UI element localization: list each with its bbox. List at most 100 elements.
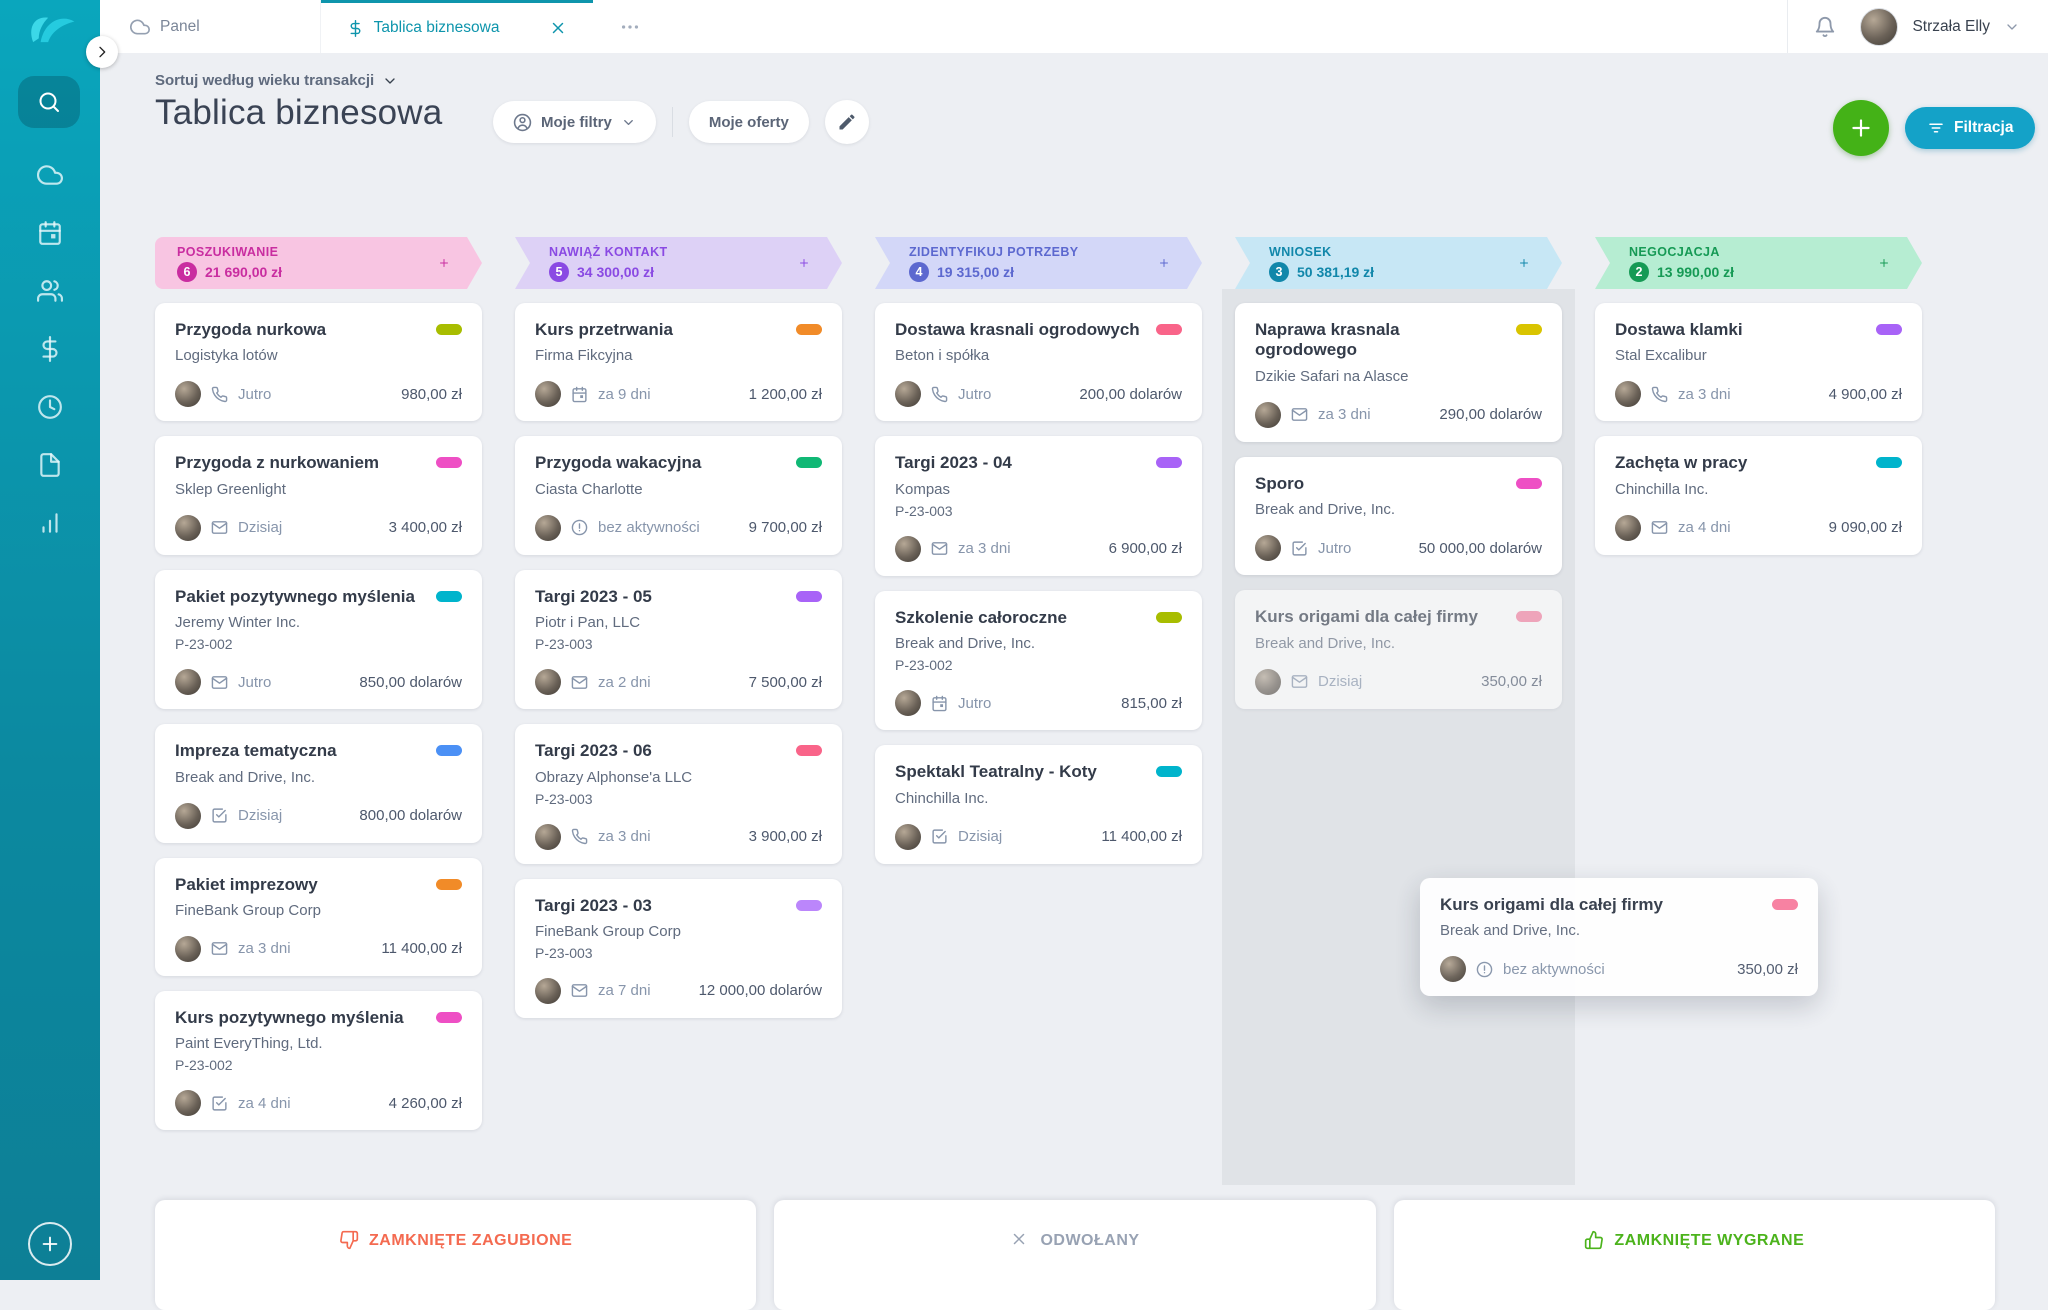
owner-avatar[interactable] [535,669,561,696]
add-deal-button[interactable] [1872,251,1896,275]
sidebar-add-button[interactable] [28,1222,72,1266]
owner-avatar[interactable] [1615,514,1641,541]
deal-card[interactable]: Spektakl Teatralny - Koty Chinchilla Inc.… [875,745,1202,864]
deal-card[interactable]: Targi 2023 - 06 Obrazy Alphonse'a LLC P-23… [515,724,842,864]
dropzone-cancelled[interactable]: ODWOŁANY [774,1200,1376,1310]
sidebar-item-dashboard[interactable] [37,162,63,188]
owner-avatar[interactable] [1255,668,1281,695]
owner-avatar[interactable] [535,823,561,850]
owner-avatar[interactable] [895,690,921,717]
owner-avatar[interactable] [895,535,921,562]
deal-card[interactable]: Targi 2023 - 03 FineBank Group Corp P-23-0… [515,878,842,1018]
owner-avatar[interactable] [1615,381,1641,408]
deal-company: Chinchilla Inc. [895,789,989,807]
calendar-icon [931,695,948,712]
status-pill [436,745,462,757]
deal-card[interactable]: Przygoda wakacyjna Ciasta Charlotte bez ak… [515,436,842,555]
deal-card[interactable]: Szkolenie całoroczne Break and Drive, Inc… [875,590,1202,731]
owner-avatar[interactable] [175,802,201,829]
deal-value: 1 200,00 zł [748,385,822,403]
owner-avatar[interactable] [895,823,921,850]
deal-card[interactable]: Kurs pozytywnego myślenia Paint EveryThin… [155,990,482,1131]
owner-avatar[interactable] [175,1090,201,1117]
tab-tablica-biznesowa[interactable]: Tablica biznesowa [320,0,594,53]
sidebar-item-calendar[interactable] [37,220,63,246]
user-avatar[interactable] [1860,7,1899,46]
status-pill [796,899,822,911]
deal-card[interactable]: Zachęta w pracy Chinchilla Inc. za 4 dni 9 … [1595,436,1922,555]
deal-company: Beton i spółka [895,347,990,365]
dragged-card-holder: Kurs origami dla całej firmy Break and Dr… [1420,878,1818,997]
owner-avatar[interactable] [175,935,201,962]
deal-card[interactable]: Naprawa krasnala ogrodowego Dzikie Safari… [1235,303,1562,442]
deal-ref: P-23-003 [895,502,953,519]
due-date: Dzisiaj [238,807,283,825]
close-tab-icon[interactable] [549,19,567,37]
app-logo[interactable] [20,10,80,48]
deal-card[interactable]: Pakiet pozytywnego myślenia Jeremy Winter… [155,569,482,710]
my-offers-button[interactable]: Moje oferty [688,101,809,143]
deal-card[interactable]: Dostawa klamki Stal Excalibur za 3 dni 4 90… [1595,303,1922,422]
filter-button[interactable]: Filtracja [1905,107,2036,149]
my-filters-button[interactable]: Moje filtry [493,101,656,143]
column-header: WNIOSEK 3 50 381,19 zł [1235,237,1562,289]
edit-button[interactable] [824,100,869,144]
deal-card[interactable]: Dostawa krasnali ogrodowych Beton i spółk… [875,303,1202,422]
add-deal-button[interactable] [1152,251,1176,275]
deal-card[interactable]: Przygoda z nurkowaniem Sklep Greenlight Dz… [155,436,482,555]
owner-avatar[interactable] [175,514,201,541]
sidebar-item-reports[interactable] [37,510,63,536]
deal-card[interactable]: Sporo Break and Drive, Inc. Jutro 50 000,00… [1235,456,1562,576]
bell-icon[interactable] [1814,16,1836,38]
deal-card[interactable]: Impreza tematyczna Break and Drive, Inc. D… [155,724,482,843]
deal-card[interactable]: Kurs origami dla całej firmy Break and Dr… [1235,590,1562,709]
x-icon [1010,1230,1030,1250]
deal-ref: P-23-003 [535,944,593,961]
deal-card[interactable]: Targi 2023 - 04 Kompas P-23-003 za 3 dni 6 9… [875,436,1202,576]
deal-value: 350,00 zł [1737,960,1798,978]
status-pill [796,324,822,335]
deal-title: Impreza tematyczna [175,741,337,761]
add-deal-fab[interactable] [1833,100,1889,156]
owner-avatar[interactable] [535,514,561,541]
deal-card[interactable]: Pakiet imprezowy FineBank Group Corp za 3 … [155,857,482,976]
add-deal-button[interactable] [1512,251,1536,275]
add-deal-button[interactable] [432,251,456,275]
sort-label: Sortuj według wieku transakcji [155,72,375,89]
sort-dropdown[interactable]: Sortuj według wieku transakcji [155,72,442,89]
owner-avatar[interactable] [1255,401,1281,428]
owner-avatar[interactable] [535,381,561,408]
mail-icon [1291,673,1308,690]
plus-icon [1848,115,1874,141]
dragged-deal-card[interactable]: Kurs origami dla całej firmy Break and Dr… [1420,878,1818,997]
owner-avatar[interactable] [1255,535,1281,562]
search-button[interactable] [18,76,80,128]
owner-avatar[interactable] [895,381,921,408]
sidebar-item-documents[interactable] [37,452,63,478]
deal-card[interactable]: Przygoda nurkowa Logistyka lotów Jutro 980,… [155,303,482,422]
add-deal-button[interactable] [792,251,816,275]
due-date: Jutro [238,673,272,691]
pencil-icon [837,112,857,132]
deal-card[interactable]: Targi 2023 - 05 Piotr i Pan, LLC P-23-003 z… [515,569,842,710]
status-pill [436,590,462,602]
dropzone-closed-lost[interactable]: ZAMKNIĘTE ZAGUBIONE [155,1200,757,1310]
owner-avatar[interactable] [1440,956,1466,983]
status-pill [1156,457,1182,469]
sidebar-expand-button[interactable] [86,36,118,68]
deal-card[interactable]: Kurs przetrwania Firma Fikcyjna za 9 dni 1 … [515,303,842,422]
thumbs-up-icon [1584,1230,1604,1250]
deal-company: Break and Drive, Inc. [175,768,316,786]
owner-avatar[interactable] [175,381,201,408]
user-menu[interactable]: Strzała Elly [1787,0,2048,53]
tab-panel[interactable]: Panel [100,0,321,53]
dropzone-closed-won[interactable]: ZAMKNIĘTE WYGRANE [1393,1200,1995,1310]
due-date: Jutro [1318,539,1352,557]
column-title: NEGOCJACJA [1629,245,1720,259]
sidebar-item-activities[interactable] [37,394,63,420]
owner-avatar[interactable] [535,977,561,1004]
more-tabs-button[interactable] [593,0,667,53]
owner-avatar[interactable] [175,669,201,696]
sidebar-item-contacts[interactable] [37,278,63,304]
sidebar-item-sales[interactable] [37,336,63,362]
